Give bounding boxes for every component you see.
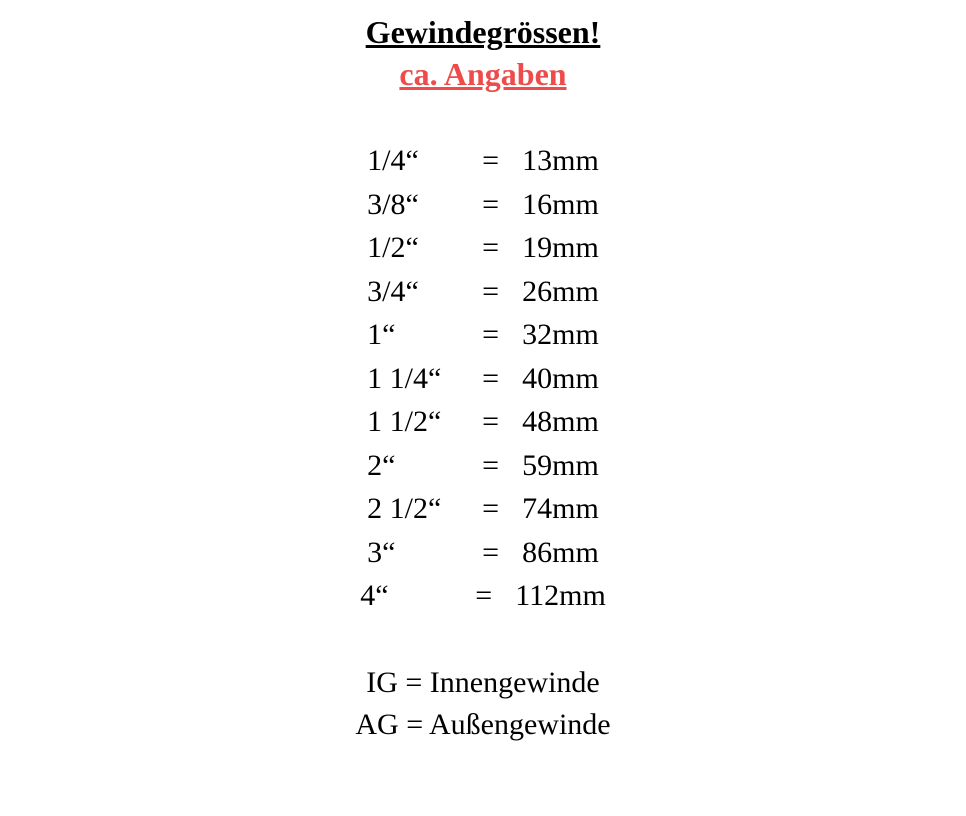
mm-value: 26mm — [522, 270, 599, 314]
table-row: 3/8“ = 16mm — [367, 183, 599, 227]
legend: IG = Innengewinde AG = Außengewinde — [355, 662, 610, 746]
equals-sign: = — [482, 139, 522, 183]
equals-sign: = — [482, 270, 522, 314]
size-value: 2 1/2“ — [367, 487, 482, 531]
table-row: 2“ = 59mm — [367, 444, 599, 488]
equals-sign: = — [482, 313, 522, 357]
mm-value: 32mm — [522, 313, 599, 357]
size-table: 1/4“ = 13mm 3/8“ = 16mm 1/2“ = 19mm 3/4“… — [360, 139, 606, 618]
equals-sign: = — [482, 487, 522, 531]
size-value: 1 1/2“ — [367, 400, 482, 444]
table-row: 1 1/2“ = 48mm — [367, 400, 599, 444]
page-title: Gewindegrössen! — [366, 12, 601, 54]
table-row: 1/2“ = 19mm — [367, 226, 599, 270]
size-value: 1/4“ — [367, 139, 482, 183]
table-row: 3“ = 86mm — [367, 531, 599, 575]
table-row: 1/4“ = 13mm — [367, 139, 599, 183]
mm-value: 112mm — [515, 574, 606, 618]
mm-value: 74mm — [522, 487, 599, 531]
table-row: 1“ = 32mm — [367, 313, 599, 357]
size-value: 3“ — [367, 531, 482, 575]
mm-value: 86mm — [522, 531, 599, 575]
page-subtitle: ca. Angaben — [399, 54, 566, 96]
mm-value: 40mm — [522, 357, 599, 401]
size-value: 4“ — [360, 574, 475, 618]
equals-sign: = — [482, 531, 522, 575]
table-row: 4“ = 112mm — [360, 574, 606, 618]
mm-value: 48mm — [522, 400, 599, 444]
size-value: 1“ — [367, 313, 482, 357]
equals-sign: = — [482, 400, 522, 444]
size-value: 3/8“ — [367, 183, 482, 227]
equals-sign: = — [482, 357, 522, 401]
legend-row: AG = Außengewinde — [355, 704, 610, 746]
equals-sign: = — [482, 444, 522, 488]
table-row: 3/4“ = 26mm — [367, 270, 599, 314]
equals-sign: = — [475, 574, 515, 618]
mm-value: 59mm — [522, 444, 599, 488]
mm-value: 16mm — [522, 183, 599, 227]
size-value: 2“ — [367, 444, 482, 488]
size-value: 1/2“ — [367, 226, 482, 270]
size-value: 3/4“ — [367, 270, 482, 314]
table-row: 2 1/2“ = 74mm — [367, 487, 599, 531]
mm-value: 13mm — [522, 139, 599, 183]
mm-value: 19mm — [522, 226, 599, 270]
equals-sign: = — [482, 183, 522, 227]
table-row: 1 1/4“ = 40mm — [367, 357, 599, 401]
size-value: 1 1/4“ — [367, 357, 482, 401]
equals-sign: = — [482, 226, 522, 270]
legend-row: IG = Innengewinde — [366, 662, 600, 704]
